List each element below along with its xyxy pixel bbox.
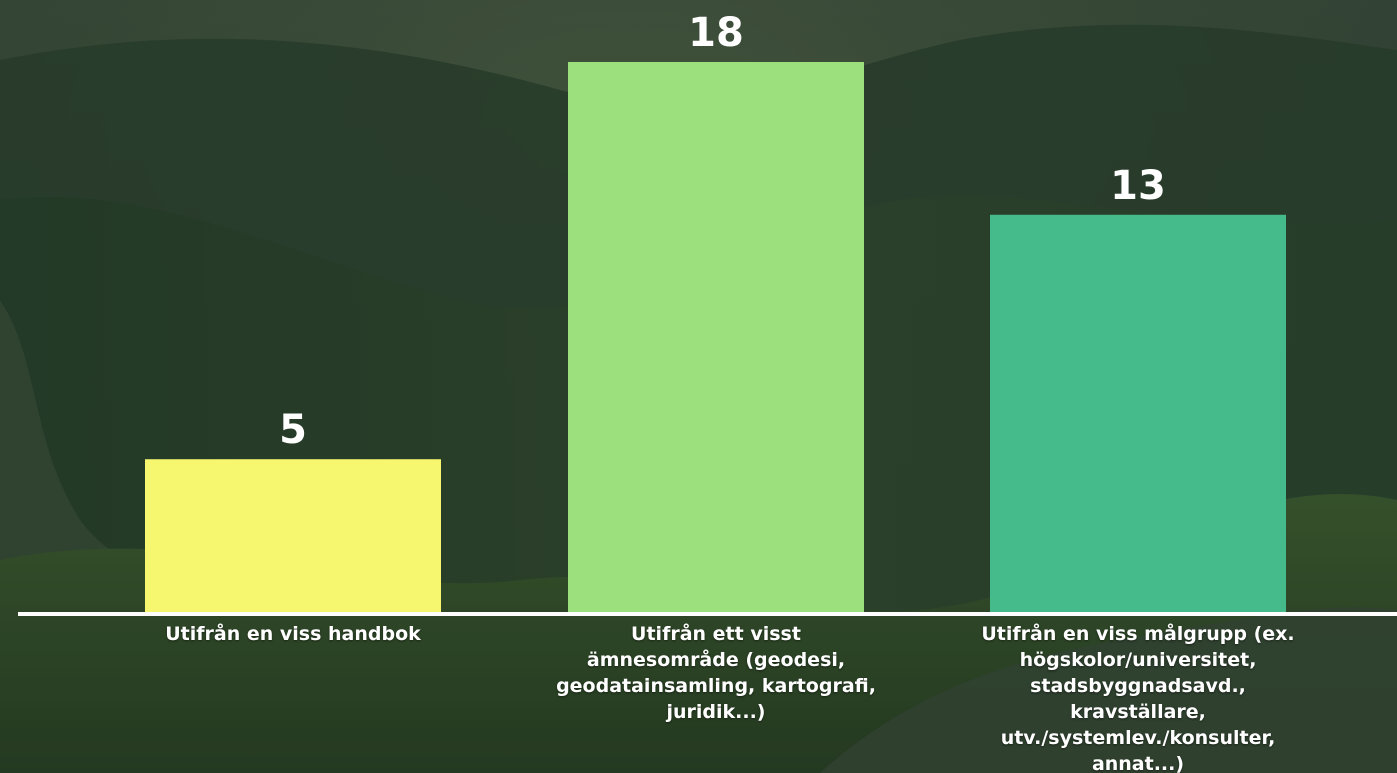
bar-handbok [145, 459, 441, 612]
value-label-malgrupp: 13 [1110, 163, 1166, 209]
bar-amnesomrade [568, 62, 864, 612]
category-label-malgrupp: Utifrån en viss målgrupp (ex. högskolor/… [981, 623, 1295, 773]
category-label-amnesomrade: Utifrån ett visst ämnesområde (geodesi, … [556, 623, 876, 723]
value-labels-group: 5 18 13 [279, 10, 1166, 453]
category-label-handbok: Utifrån en viss handbok [165, 623, 421, 645]
value-label-handbok: 5 [279, 407, 307, 453]
value-label-amnesomrade: 18 [688, 10, 744, 56]
bar-malgrupp [990, 214, 1286, 612]
bars-group [145, 62, 1286, 612]
